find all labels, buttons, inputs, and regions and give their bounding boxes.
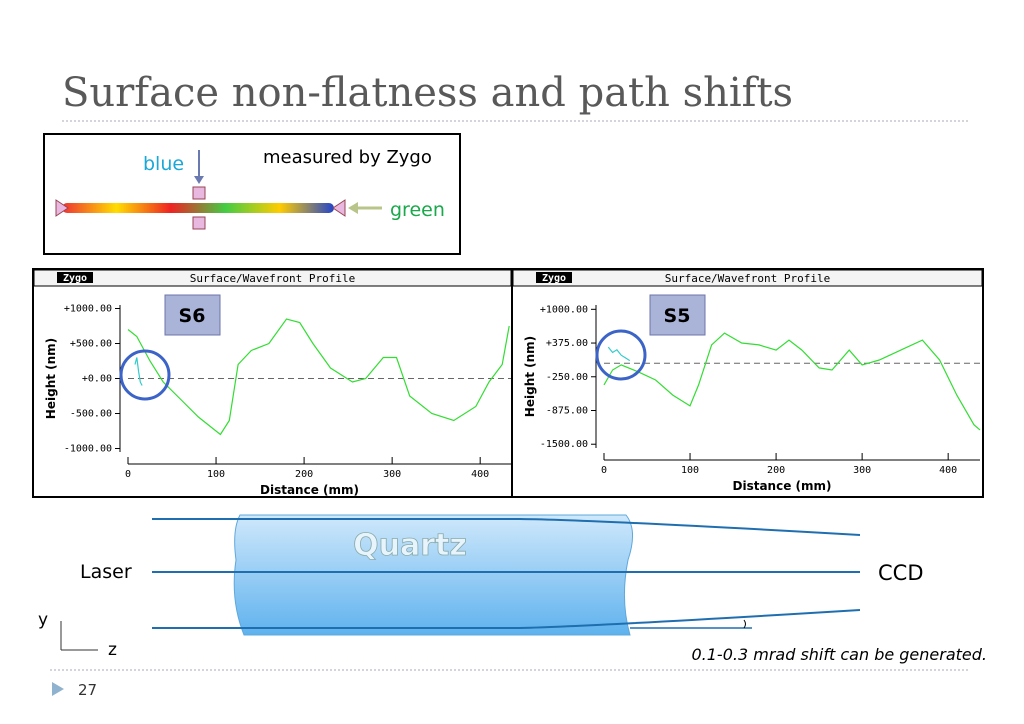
highlight xyxy=(595,329,647,381)
y-axis-title: Height (nm) xyxy=(44,338,58,419)
label: CCD xyxy=(878,561,924,585)
x-axis-title: Distance (mm) xyxy=(733,479,832,493)
label: green xyxy=(390,199,445,221)
tag-box xyxy=(164,294,221,336)
beam-line xyxy=(152,518,861,536)
x-tick-label: 400 xyxy=(939,465,957,476)
y-tick-label: +1000.00 xyxy=(540,304,588,315)
logo: Zygo xyxy=(63,273,87,284)
y-tick-label: +375.00 xyxy=(546,338,588,349)
label: Laser xyxy=(80,561,132,583)
beam-line xyxy=(152,609,861,629)
prism xyxy=(55,199,69,217)
page-number: 27 xyxy=(78,681,97,699)
x-tick-label: 300 xyxy=(853,465,871,476)
panel-header xyxy=(512,269,983,287)
x-tick-label: 400 xyxy=(471,469,489,480)
axis-label: y xyxy=(38,610,48,630)
tag: S5 xyxy=(664,305,691,327)
prism xyxy=(332,199,346,217)
chart: Zygo Surface/Wavefront Profile -1500.00 -87… xyxy=(511,268,984,498)
quartz-block xyxy=(233,514,633,636)
quartz-label: Quartz xyxy=(353,528,467,563)
profile-line xyxy=(127,318,510,436)
x-tick-label: 300 xyxy=(383,469,401,480)
chart-title: Surface/Wavefront Profile xyxy=(665,272,831,285)
panel xyxy=(511,268,984,498)
tag: S6 xyxy=(179,305,206,327)
logo: Zygo xyxy=(542,273,566,284)
arrow-head xyxy=(348,202,358,214)
mirror xyxy=(192,186,206,200)
y-tick-label: -500.00 xyxy=(70,409,112,420)
tag-box xyxy=(649,294,706,336)
label: blue xyxy=(143,153,184,175)
angle-arc xyxy=(743,619,746,629)
x-tick-label: 200 xyxy=(767,465,785,476)
profile-line xyxy=(134,357,143,386)
x-axis-title: Distance (mm) xyxy=(260,483,359,497)
note: 0.1-0.3 mrad shift can be generated. xyxy=(691,645,987,664)
chart-title: Surface/Wavefront Profile xyxy=(190,272,356,285)
logo-bg xyxy=(57,272,93,283)
y-tick-label: +1000.00 xyxy=(64,304,112,315)
bullet xyxy=(52,682,64,696)
inset-box xyxy=(43,133,461,255)
x-tick-label: 0 xyxy=(601,465,607,476)
beam xyxy=(62,203,334,213)
highlight xyxy=(119,349,171,401)
y-tick-label: -1500.00 xyxy=(540,439,588,450)
x-tick-label: 100 xyxy=(207,469,225,480)
x-tick-label: 200 xyxy=(295,469,313,480)
y-tick-label: +500.00 xyxy=(70,339,112,350)
y-tick-label: +0.00 xyxy=(82,374,112,385)
y-axis-title: Height (nm) xyxy=(523,336,537,417)
slide-title: Surface non-flatness and path shifts xyxy=(62,70,793,116)
label: measured by Zygo xyxy=(263,147,432,168)
profile-line xyxy=(603,332,981,431)
x-tick-label: 0 xyxy=(125,469,131,480)
charts: Zygo Surface/Wavefront Profile -1000.00 -50… xyxy=(32,268,984,498)
y-tick-label: -250.00 xyxy=(546,372,588,383)
y-tick-label: -1000.00 xyxy=(64,444,112,455)
chart: Zygo Surface/Wavefront Profile -1000.00 -50… xyxy=(32,268,513,498)
logo-bg xyxy=(536,272,572,283)
axis-label: z xyxy=(108,640,117,660)
x-tick-label: 100 xyxy=(681,465,699,476)
panel xyxy=(32,268,513,498)
arrow-head xyxy=(194,176,204,184)
profile-line xyxy=(607,346,631,362)
mirror xyxy=(192,216,206,230)
y-tick-label: -875.00 xyxy=(546,405,588,416)
